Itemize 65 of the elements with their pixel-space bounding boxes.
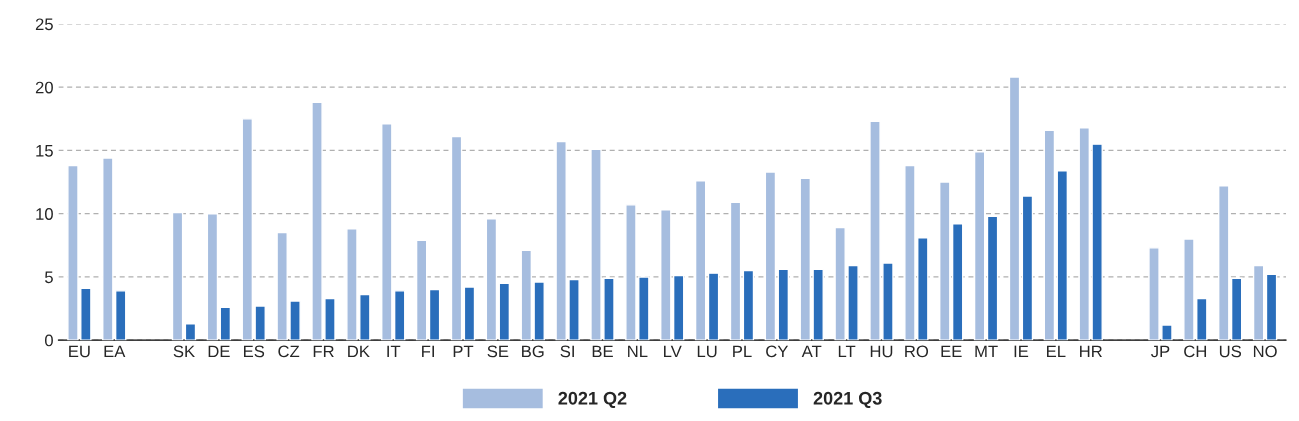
bar [206,213,219,341]
x-tick-label: IE [1014,345,1029,358]
bar [498,282,511,341]
x-tick-label: LU [697,345,717,358]
bar [184,323,197,341]
x-tick-label: ES [244,345,265,358]
x-tick-label: FR [313,345,334,358]
bar [764,171,777,341]
bar [219,306,232,341]
x-tick-label: AT [801,345,822,358]
x-tick-label: EA [104,345,126,358]
x-tick-label: CZ [278,345,300,358]
legend-label: 2021 Q3 [813,391,882,409]
y-tick-label: 10 [36,208,53,220]
x-tick-label: NO [1253,345,1277,358]
y-tick-label: 5 [44,271,53,284]
bar [485,218,498,341]
bar [1252,264,1265,341]
x-tick-label: SI [560,345,574,358]
x-tick-label: BE [592,345,613,358]
x-tick-label: HU [870,345,893,358]
bar [463,286,476,341]
x-tick-label: JP [1151,345,1170,358]
x-tick-label: DE [208,345,230,358]
x-tick-label: MT [975,345,998,358]
x-tick-label: RO [905,345,929,358]
x-tick-label: SE [487,345,509,358]
x-tick-label: LV [664,345,682,358]
x-tick-label: LT [838,345,856,358]
x-tick-label: PL [733,345,752,358]
bar [428,288,441,341]
bar [694,180,707,341]
legend-label: 2021 Q2 [558,391,627,409]
x-tick-label: BG [522,345,544,358]
bar [1043,129,1056,341]
bar [450,135,463,341]
y-tick-label: 20 [35,81,53,94]
bar [171,211,184,341]
y-tick-label: 25 [35,18,53,31]
y-tick-label: 0 [44,334,53,347]
bar [1056,170,1069,341]
bar [415,239,428,341]
bar [973,151,986,341]
x-tick-label: EE [941,345,962,358]
bar [1265,273,1278,341]
bar [986,215,999,341]
bar [1021,195,1034,341]
x-tick-label: PT [453,345,474,358]
x-tick-label: HR [1080,345,1102,358]
x-tick-label: EU [69,345,90,358]
x-tick-label: CH [1184,345,1207,358]
x-tick-label: CY [766,345,789,358]
x-tick-label: IT [387,345,401,358]
bar [1008,76,1021,341]
x-tick-label: EL [1047,345,1066,358]
y-tick-label: 15 [36,145,53,157]
x-tick-label: US [1219,345,1242,358]
x-tick-label: DK [348,345,370,358]
bar [729,201,742,341]
bar [742,269,755,341]
x-tick-label: FI [422,345,434,358]
bar [707,272,720,341]
x-tick-label: NL [628,345,648,358]
bar [777,268,790,341]
x-tick-label: SK [173,345,195,358]
